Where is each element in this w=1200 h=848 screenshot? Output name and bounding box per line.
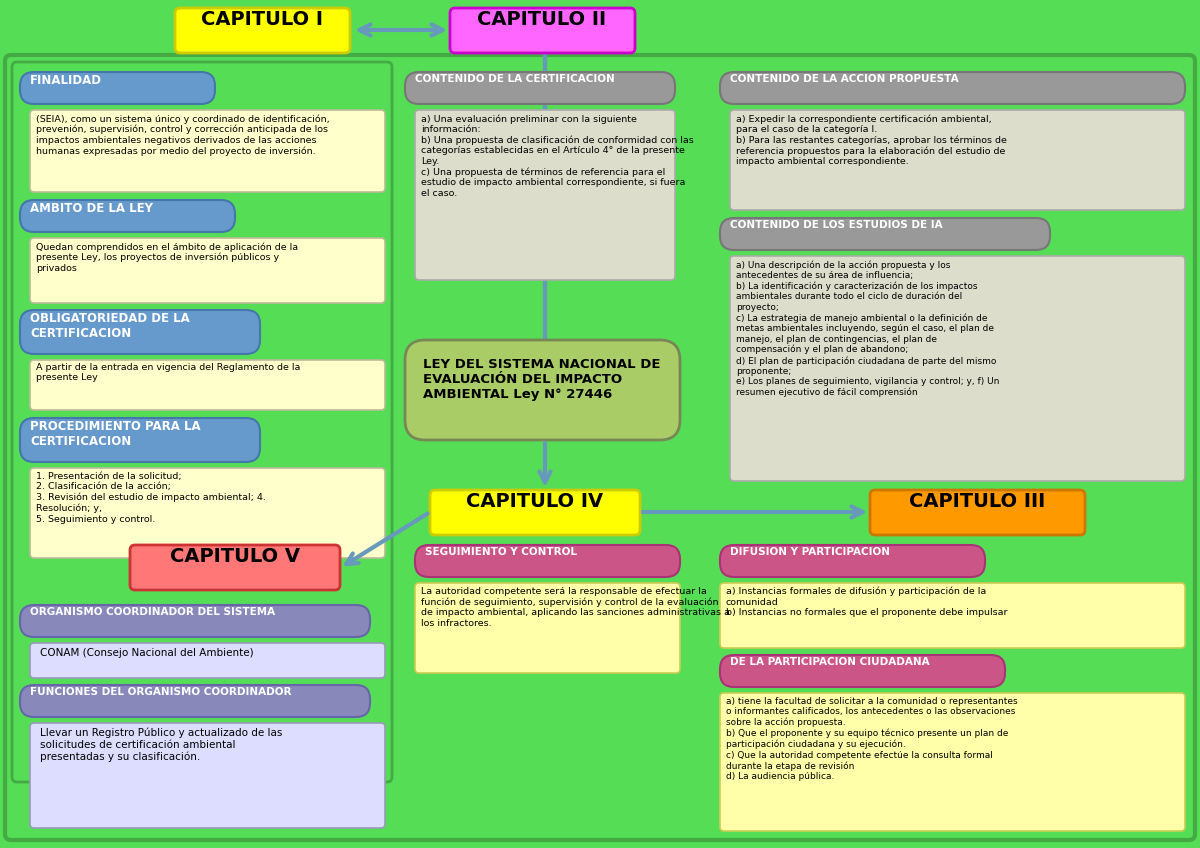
Text: ORGANISMO COORDINADOR DEL SISTEMA: ORGANISMO COORDINADOR DEL SISTEMA: [30, 607, 275, 617]
Text: CONTENIDO DE LA CERTIFICACION: CONTENIDO DE LA CERTIFICACION: [415, 74, 614, 84]
FancyBboxPatch shape: [20, 200, 235, 232]
Text: CONTENIDO DE LA ACCION PROPUESTA: CONTENIDO DE LA ACCION PROPUESTA: [730, 74, 959, 84]
Text: a) Instancias formales de difusión y participación de la
comunidad
b) Instancias: a) Instancias formales de difusión y par…: [726, 587, 1008, 617]
Text: CAPITULO III: CAPITULO III: [908, 492, 1045, 511]
Text: DIFUSION Y PARTICIPACION: DIFUSION Y PARTICIPACION: [730, 547, 890, 557]
Text: Quedan comprendidos en el ámbito de aplicación de la
presente Ley, los proyectos: Quedan comprendidos en el ámbito de apli…: [36, 242, 298, 273]
FancyBboxPatch shape: [720, 72, 1186, 104]
FancyBboxPatch shape: [720, 655, 1006, 687]
Text: LEY DEL SISTEMA NACIONAL DE
EVALUACIÓN DEL IMPACTO
AMBIENTAL Ley N° 27446: LEY DEL SISTEMA NACIONAL DE EVALUACIÓN D…: [424, 358, 661, 401]
Text: CAPITULO V: CAPITULO V: [170, 547, 300, 566]
Text: AMBITO DE LA LEY: AMBITO DE LA LEY: [30, 202, 154, 215]
FancyBboxPatch shape: [30, 643, 385, 678]
FancyBboxPatch shape: [30, 723, 385, 828]
Text: a) Expedir la correspondiente certificación ambiental,
para el caso de la catego: a) Expedir la correspondiente certificac…: [736, 114, 1007, 166]
FancyBboxPatch shape: [415, 583, 680, 673]
Text: OBLIGATORIEDAD DE LA
CERTIFICACION: OBLIGATORIEDAD DE LA CERTIFICACION: [30, 312, 190, 340]
FancyBboxPatch shape: [720, 218, 1050, 250]
FancyBboxPatch shape: [870, 490, 1085, 535]
Text: CAPITULO II: CAPITULO II: [478, 10, 606, 29]
Text: A partir de la entrada en vigencia del Reglamento de la
presente Ley: A partir de la entrada en vigencia del R…: [36, 363, 300, 382]
FancyBboxPatch shape: [406, 72, 674, 104]
Text: DE LA PARTICIPACION CIUDADANA: DE LA PARTICIPACION CIUDADANA: [730, 657, 930, 667]
FancyBboxPatch shape: [30, 110, 385, 192]
FancyBboxPatch shape: [20, 310, 260, 354]
Text: 1. Presentación de la solicitud;
2. Clasificación de la acción;
3. Revisión del : 1. Presentación de la solicitud; 2. Clas…: [36, 472, 266, 524]
Text: CAPITULO IV: CAPITULO IV: [467, 492, 604, 511]
FancyBboxPatch shape: [30, 468, 385, 558]
FancyBboxPatch shape: [30, 238, 385, 303]
FancyBboxPatch shape: [20, 685, 370, 717]
FancyBboxPatch shape: [415, 110, 674, 280]
FancyBboxPatch shape: [720, 693, 1186, 831]
FancyBboxPatch shape: [415, 545, 680, 577]
FancyBboxPatch shape: [30, 360, 385, 410]
FancyBboxPatch shape: [12, 62, 392, 782]
FancyBboxPatch shape: [20, 72, 215, 104]
FancyBboxPatch shape: [730, 256, 1186, 481]
Text: a) tiene la facultad de solicitar a la comunidad o representantes
o informantes : a) tiene la facultad de solicitar a la c…: [726, 697, 1018, 781]
FancyBboxPatch shape: [406, 340, 680, 440]
FancyBboxPatch shape: [20, 605, 370, 637]
Text: Llevar un Registro Público y actualizado de las
solicitudes de certificación amb: Llevar un Registro Público y actualizado…: [40, 728, 282, 762]
FancyBboxPatch shape: [430, 490, 640, 535]
FancyBboxPatch shape: [130, 545, 340, 590]
Text: CONTENIDO DE LOS ESTUDIOS DE IA: CONTENIDO DE LOS ESTUDIOS DE IA: [730, 220, 943, 230]
Text: PROCEDIMIENTO PARA LA
CERTIFICACION: PROCEDIMIENTO PARA LA CERTIFICACION: [30, 420, 200, 448]
Text: La autoridad competente será la responsable de efectuar la
función de seguimient: La autoridad competente será la responsa…: [421, 587, 730, 628]
Text: a) Una evaluación preliminar con la siguiente
información:
b) Una propuesta de c: a) Una evaluación preliminar con la sigu…: [421, 114, 694, 198]
FancyBboxPatch shape: [450, 8, 635, 53]
FancyBboxPatch shape: [730, 110, 1186, 210]
FancyBboxPatch shape: [20, 418, 260, 462]
FancyBboxPatch shape: [720, 583, 1186, 648]
Text: FINALIDAD: FINALIDAD: [30, 74, 102, 87]
Text: CONAM (Consejo Nacional del Ambiente): CONAM (Consejo Nacional del Ambiente): [40, 648, 253, 658]
FancyBboxPatch shape: [5, 55, 1195, 840]
Text: (SEIA), como un sistema único y coordinado de identificación,
prevenión, supervi: (SEIA), como un sistema único y coordina…: [36, 114, 330, 156]
FancyBboxPatch shape: [720, 545, 985, 577]
Text: a) Una descripción de la acción propuesta y los
antecedentes de su área de influ: a) Una descripción de la acción propuest…: [736, 260, 1000, 398]
Text: CAPITULO I: CAPITULO I: [202, 10, 323, 29]
FancyBboxPatch shape: [175, 8, 350, 53]
Text: SEGUIMIENTO Y CONTROL: SEGUIMIENTO Y CONTROL: [425, 547, 577, 557]
Text: FUNCIONES DEL ORGANISMO COORDINADOR: FUNCIONES DEL ORGANISMO COORDINADOR: [30, 687, 292, 697]
